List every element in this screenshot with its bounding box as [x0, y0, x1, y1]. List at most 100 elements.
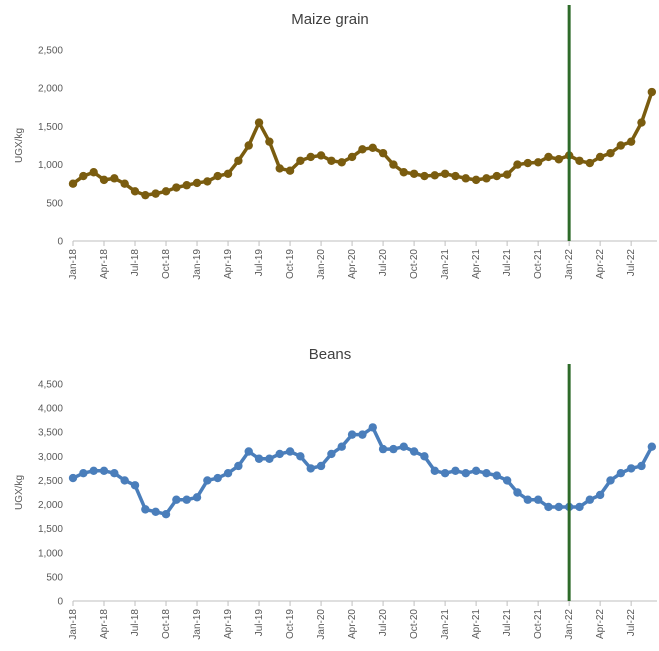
beans-data-point [89, 466, 98, 475]
beans-data-point [626, 464, 636, 473]
beans-data-point [254, 454, 264, 463]
maize-x-tick-label: Jul-22 [626, 249, 637, 277]
maize-data-point [502, 170, 512, 179]
maize-data-point [389, 160, 398, 169]
maize-data-point [647, 87, 657, 97]
maize-x-tick-label: Oct-18 [161, 249, 172, 279]
beans-chart-svg: Beans UGX/kg 0 500 1,000 1,500 2,000 2,500 3,000… [14, 346, 657, 640]
beans-data-point [234, 461, 243, 471]
beans-series-line [72, 425, 654, 516]
maize-data-point [89, 168, 98, 177]
maize-y-tick-label: 0 [57, 237, 63, 248]
beans-data-point [513, 488, 522, 497]
maize-data-point [203, 177, 212, 186]
maize-data-point [482, 174, 491, 183]
maize-data-point [110, 174, 119, 183]
beans-data-point [316, 461, 326, 471]
beans-data-point [161, 510, 171, 519]
beans-data-point [347, 430, 357, 439]
beans-data-point [430, 466, 439, 475]
beans-x-tick-label: Jan-18 [68, 609, 79, 640]
maize-data-point [606, 148, 615, 158]
beans-y-tick-label: 500 [46, 572, 63, 583]
beans-data-point [172, 495, 181, 504]
maize-data-point [316, 151, 326, 160]
beans-data-point [647, 442, 657, 451]
maize-x-tick-label: Apr-18 [99, 249, 110, 279]
beans-y-tick-label: 4,500 [38, 380, 63, 391]
beans-data-point [213, 473, 222, 483]
beans-data-point [502, 476, 512, 485]
maize-data-point [492, 171, 501, 181]
maize-data-point [420, 171, 429, 181]
maize-data-point [182, 181, 191, 190]
maize-data-point [265, 137, 274, 146]
maize-data-point [223, 169, 233, 178]
maize-x-tick-label: Oct-20 [409, 249, 420, 279]
maize-x-tick-label: Oct-21 [533, 249, 544, 279]
beans-x-tick-label: Jan-21 [440, 609, 451, 640]
beans-x-tick-label: Jan-20 [316, 609, 327, 640]
maize-x-tick-label: Apr-21 [471, 249, 482, 279]
maize-x-tick-label: Jul-21 [502, 249, 513, 277]
beans-x-tick-label: Oct-20 [409, 609, 420, 639]
beans-data-point [275, 449, 284, 459]
beans-data-point [120, 476, 129, 485]
maize-data-point [79, 171, 88, 181]
beans-data-point [368, 423, 377, 432]
maize-series-line [71, 91, 654, 197]
beans-data-point [389, 444, 398, 454]
beans-data-point [482, 469, 491, 478]
beans-x-tick-label: Oct-21 [533, 609, 544, 639]
maize-data-point [244, 141, 253, 150]
beans-x-tick-label: Jan-22 [564, 609, 575, 640]
maize-x-tick-label: Jul-18 [130, 249, 141, 277]
maize-data-point [347, 152, 357, 162]
maize-data-point [533, 158, 543, 167]
maize-data-point [575, 156, 584, 165]
beans-data-point [306, 464, 315, 473]
maize-y-tick-label: 1,000 [38, 160, 63, 171]
maize-grain-chart-svg: Maize grain UGX/kg 0 500 1,000 1,500 2,000 2,50… [14, 5, 657, 280]
beans-y-tick-label: 2,000 [38, 500, 63, 511]
beans-data-point [244, 447, 253, 456]
beans-y-tick-label: 1,500 [38, 524, 63, 535]
maize-data-point [399, 168, 408, 177]
maize-x-tick-label: Jul-20 [378, 249, 389, 277]
beans-data-point [544, 502, 553, 512]
maize-y-tick-label: 2,500 [38, 46, 63, 57]
maize-data-point [327, 156, 336, 165]
maize-y-axis-label: UGX/kg [14, 128, 25, 163]
maize-data-point [151, 189, 160, 198]
maize-data-point [254, 118, 264, 127]
beans-y-tick-label: 2,500 [38, 476, 63, 487]
beans-data-point [399, 442, 408, 451]
maize-x-tick-label: Oct-19 [285, 249, 296, 279]
beans-data-point [223, 469, 233, 478]
beans-data-point [151, 507, 160, 516]
beans-x-tick-label: Jul-19 [254, 609, 265, 637]
beans-data-point [492, 471, 501, 480]
maize-x-tick-label: Apr-22 [595, 249, 606, 279]
maize-data-point [544, 152, 553, 162]
beans-y-tick-label: 3,000 [38, 452, 63, 463]
maize-data-point [337, 158, 346, 167]
beans-x-tick-label: Jul-22 [626, 609, 637, 637]
maize-data-point [358, 145, 367, 154]
beans-y-tick-label: 4,000 [38, 404, 63, 415]
maize-data-point [554, 155, 564, 164]
beans-y-tick-label: 0 [57, 597, 63, 608]
maize-data-point [471, 175, 481, 185]
beans-x-tick-label: Jul-18 [130, 609, 141, 637]
beans-data-point [327, 449, 336, 459]
beans-data-point [285, 447, 295, 456]
maize-data-point [440, 169, 450, 178]
maize-data-point [234, 156, 243, 165]
beans-title: Beans [309, 346, 352, 363]
maize-x-tick-label: Jul-19 [254, 249, 265, 277]
beans-x-tick-label: Apr-20 [347, 609, 358, 639]
beans-data-point [471, 466, 481, 475]
beans-data-point [110, 469, 119, 478]
beans-data-point [378, 444, 388, 454]
maize-data-point [306, 152, 315, 162]
